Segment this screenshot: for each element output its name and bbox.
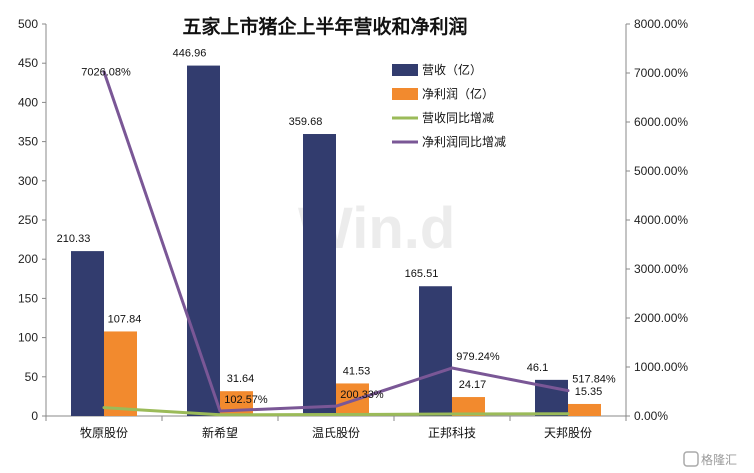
line-data-label: 200.33% <box>340 389 384 401</box>
y-left-tick-label: 300 <box>18 174 38 188</box>
bar <box>71 251 104 416</box>
y-left-tick-label: 100 <box>18 331 38 345</box>
bar-data-label: 210.33 <box>57 233 91 245</box>
bar <box>419 286 452 416</box>
bar-data-label: 24.17 <box>459 379 487 391</box>
line-point <box>566 389 570 393</box>
y-right-tick-label: 2000.00% <box>634 311 688 325</box>
line-point <box>218 413 222 417</box>
bar <box>452 397 485 416</box>
line-point <box>102 406 106 410</box>
brand-text: 格隆汇 <box>701 452 737 467</box>
line-point <box>334 413 338 417</box>
bar-data-label: 41.53 <box>343 365 371 377</box>
bar-data-label: 46.1 <box>527 362 548 374</box>
bar-data-label: 359.68 <box>289 116 323 128</box>
lines <box>102 70 570 417</box>
legend-label: 营收（亿） <box>422 62 482 77</box>
y-right-tick-label: 1000.00% <box>634 360 688 374</box>
bar <box>568 403 601 416</box>
glh-logo-icon <box>683 451 699 467</box>
y-left-tick-label: 200 <box>18 252 38 266</box>
y-left-tick-label: 400 <box>18 95 38 109</box>
bar-data-label: 165.51 <box>405 268 439 280</box>
line-point <box>450 366 454 370</box>
y-left-tick-label: 500 <box>18 17 38 31</box>
line-point <box>450 412 454 416</box>
y-left-tick-label: 450 <box>18 56 38 70</box>
line-data-label: 979.24% <box>456 351 500 363</box>
x-category-label: 新希望 <box>202 425 238 440</box>
bar-data-label: 31.64 <box>227 373 255 385</box>
y-left-tick-label: 50 <box>25 370 39 384</box>
line-point <box>566 412 570 416</box>
brand-mark: 格隆汇 <box>683 451 737 467</box>
data-labels: 210.33 446.96 359.68 165.51 46.1 107.84 31.64 4… <box>57 48 616 406</box>
line-data-label: 517.84% <box>572 374 616 386</box>
y-right-tick-label: 0.00% <box>634 409 668 423</box>
legend-label: 净利润（亿） <box>422 86 494 101</box>
legend-swatch <box>392 64 418 76</box>
axes: 0501001502002503003504004505000.00%1000.… <box>18 17 688 440</box>
bar-data-label: 446.96 <box>173 48 207 60</box>
legend-label: 营收同比增减 <box>422 111 494 125</box>
line-point <box>102 70 106 74</box>
y-right-tick-label: 6000.00% <box>634 115 688 129</box>
chart-title: 五家上市猪企上半年营收和净利润 <box>182 15 467 38</box>
legend-label: 净利润同比增减 <box>422 135 506 149</box>
x-category-label: 天邦股份 <box>544 426 592 440</box>
bar <box>303 134 336 417</box>
bar <box>187 65 220 416</box>
y-right-tick-label: 3000.00% <box>634 262 688 276</box>
line-data-label: 7026.08% <box>81 67 131 79</box>
bar-data-label: 15.35 <box>575 386 603 398</box>
y-right-tick-label: 5000.00% <box>634 164 688 178</box>
y-right-tick-label: 8000.00% <box>634 17 688 31</box>
line-point <box>218 409 222 413</box>
y-right-tick-label: 7000.00% <box>634 66 688 80</box>
bar <box>104 331 137 416</box>
bars <box>71 65 601 417</box>
legend-swatch <box>392 88 418 100</box>
bar-data-label: 107.84 <box>108 313 142 325</box>
x-category-label: 温氏股份 <box>312 426 360 440</box>
y-left-tick-label: 350 <box>18 135 38 149</box>
y-left-tick-label: 250 <box>18 213 38 227</box>
x-category-label: 正邦科技 <box>428 426 476 440</box>
y-right-tick-label: 4000.00% <box>634 213 688 227</box>
x-category-label: 牧原股份 <box>80 426 128 440</box>
line-point <box>334 404 338 408</box>
line-data-label: 102.57% <box>224 394 268 406</box>
y-left-tick-label: 0 <box>31 409 38 423</box>
y-left-tick-label: 150 <box>18 291 38 305</box>
